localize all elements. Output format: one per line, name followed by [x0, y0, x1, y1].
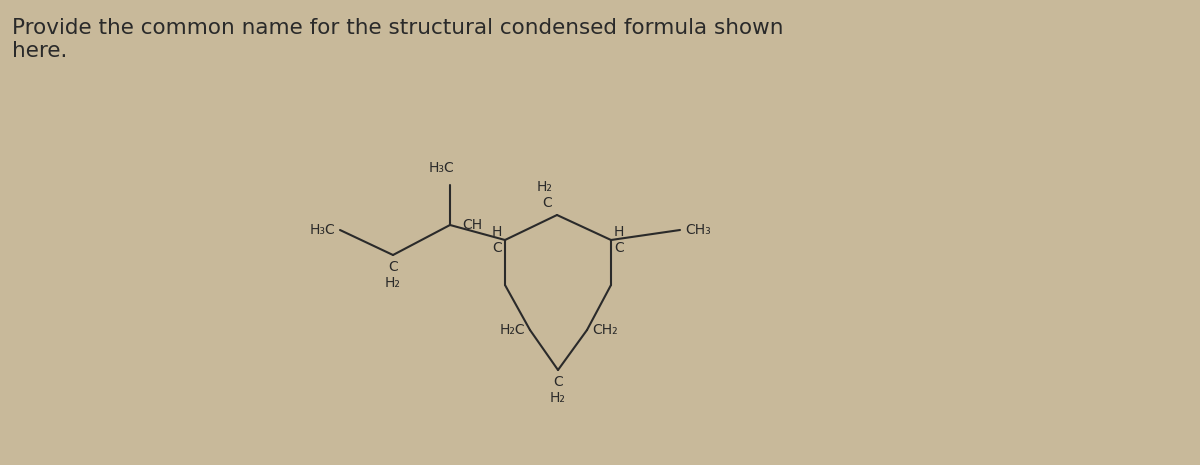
Text: H₃C: H₃C [430, 161, 455, 175]
Text: H₃C: H₃C [310, 223, 335, 237]
Text: H
C: H C [492, 225, 502, 255]
Text: C
H₂: C H₂ [385, 260, 401, 290]
Text: H₂C: H₂C [499, 323, 526, 337]
Text: CH₂: CH₂ [592, 323, 618, 337]
Text: Provide the common name for the structural condensed formula shown
here.: Provide the common name for the structur… [12, 18, 784, 61]
Text: H
C: H C [614, 225, 624, 255]
Text: C
H₂: C H₂ [550, 375, 566, 405]
Text: CH₃: CH₃ [685, 223, 710, 237]
Text: H₂
C: H₂ C [536, 180, 552, 210]
Text: CH: CH [462, 218, 482, 232]
